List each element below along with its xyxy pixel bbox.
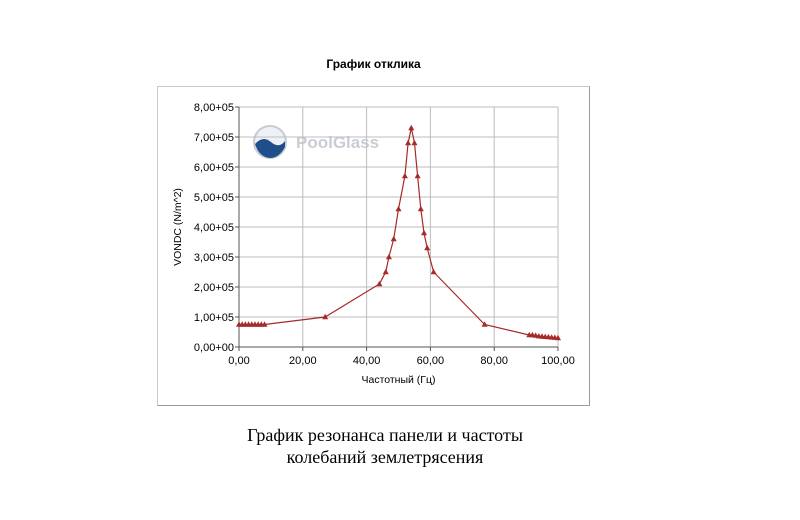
chart-title: График отклика [326,57,421,71]
data-point-marker [401,172,408,179]
x-tick-label: 0,00 [228,355,249,367]
x-tick-label: 60,00 [417,355,445,367]
x-tick-label: 80,00 [480,355,508,367]
x-axis-label: Частотный (Гц) [361,374,435,386]
watermark-text: PoolGlass [296,133,379,152]
data-point-marker [411,139,418,146]
y-tick-label: 0,00+00 [194,342,234,354]
y-tick-label: 3,00+05 [194,252,234,264]
watermark-logo: PoolGlass [253,125,379,159]
data-point-marker [481,321,488,327]
watermark-wave-icon [255,138,285,158]
y-axis-label: VONDC (N/m^2) [172,188,184,266]
y-tick-label: 5,00+05 [194,192,234,204]
data-point-marker [376,280,383,287]
data-point-marker [395,205,402,212]
data-point-marker [430,268,437,275]
caption-line-2: колебаний землетрясения [286,447,484,467]
y-tick-label: 2,00+05 [194,282,234,294]
response-chart: PoolGlass 0,00 20,00 40,00 60,00 80,00 100,00… [172,102,575,386]
data-point-marker [405,139,412,146]
data-point-marker [417,205,424,212]
x-tick-label: 20,00 [289,355,317,367]
data-point-marker [385,253,392,260]
figure-caption: График резонанса панели и частоты колеба… [150,424,620,468]
data-point-marker [414,172,421,179]
x-tick-label: 100,00 [541,355,575,367]
data-point-marker [261,321,268,327]
data-point-marker [408,124,415,131]
data-point-marker [424,244,431,251]
chart-frame: PoolGlass 0,00 20,00 40,00 60,00 80,00 100,00… [157,86,590,406]
data-point-marker [322,313,329,320]
data-point-marker [390,235,397,242]
data-point-marker [382,268,389,275]
x-tick-label: 40,00 [353,355,381,367]
caption-line-1: График резонанса панели и частоты [247,425,523,445]
y-tick-label: 7,00+05 [194,132,234,144]
data-point-marker [421,229,428,236]
y-tick-label: 1,00+05 [194,312,234,324]
y-tick-label: 6,00+05 [194,162,234,174]
y-tick-label: 8,00+05 [194,102,234,114]
y-tick-label: 4,00+05 [194,222,234,234]
data-point-marker [555,334,561,341]
